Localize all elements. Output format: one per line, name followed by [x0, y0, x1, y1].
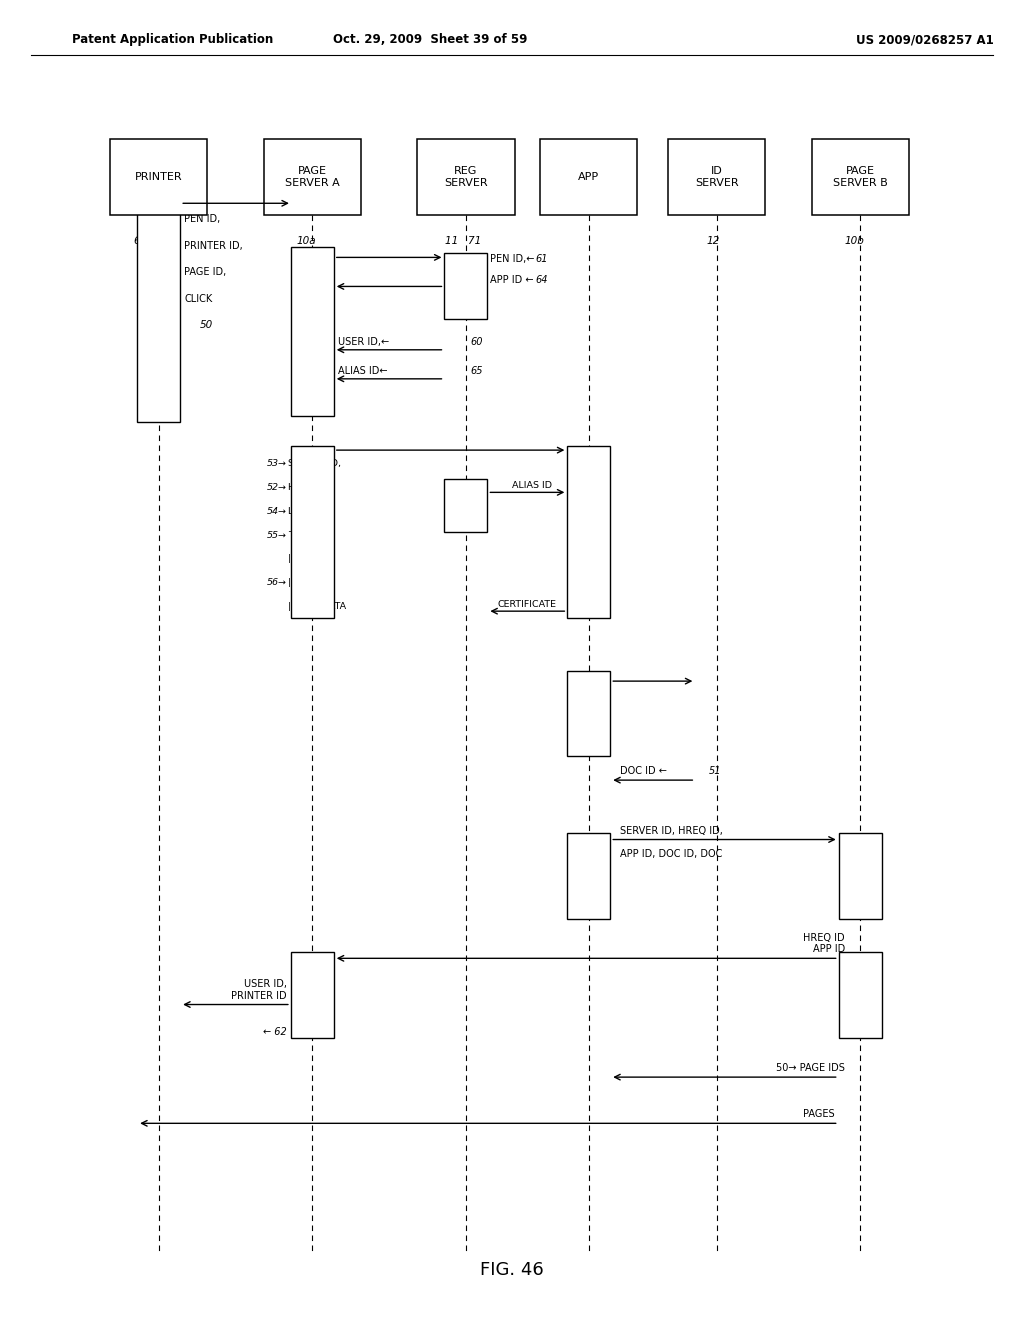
- Text: 50: 50: [200, 319, 213, 330]
- Text: 52→: 52→: [266, 483, 287, 492]
- Text: ALIAS ID←: ALIAS ID←: [338, 366, 387, 376]
- Text: 51: 51: [709, 766, 721, 776]
- Text: APP ID ←: APP ID ←: [490, 275, 534, 285]
- Text: 10a: 10a: [297, 236, 316, 247]
- Bar: [567, 446, 610, 618]
- Bar: [567, 671, 610, 756]
- Text: FIG. 46: FIG. 46: [480, 1261, 544, 1279]
- Bar: [839, 952, 882, 1038]
- Text: PEN ID,: PEN ID,: [184, 214, 220, 224]
- Text: 53→: 53→: [266, 459, 287, 469]
- Text: ID
SERVER: ID SERVER: [695, 166, 738, 187]
- Bar: [291, 952, 334, 1038]
- Text: USER ID,←: USER ID,←: [338, 337, 389, 347]
- Text: REG
SERVER: REG SERVER: [444, 166, 487, 187]
- Text: 10b: 10b: [845, 236, 864, 247]
- Text: LINK ID,: LINK ID,: [288, 507, 325, 516]
- Bar: [668, 139, 765, 215]
- Bar: [111, 139, 207, 215]
- Text: CERTIFICATE: CERTIFICATE: [498, 599, 557, 609]
- Text: APP ID, DOC ID, DOC: APP ID, DOC ID, DOC: [620, 849, 722, 859]
- Bar: [444, 479, 487, 532]
- Text: PAGE ID,: PAGE ID,: [184, 267, 226, 277]
- Text: SERVER ID,: SERVER ID,: [288, 459, 341, 469]
- Bar: [264, 139, 361, 215]
- Text: |FORM DATA: |FORM DATA: [288, 602, 346, 611]
- Text: 64: 64: [536, 275, 548, 285]
- Text: HREQ ID,: HREQ ID,: [288, 483, 331, 492]
- Text: 61: 61: [536, 253, 548, 264]
- Text: PRINTER ID,: PRINTER ID,: [184, 240, 243, 251]
- Text: 60: 60: [470, 337, 482, 347]
- Text: US 2009/0268257 A1: US 2009/0268257 A1: [855, 33, 993, 46]
- Text: PEN ID,←: PEN ID,←: [490, 253, 535, 264]
- Text: 56→: 56→: [266, 578, 287, 587]
- Text: CLICK: CLICK: [184, 293, 213, 304]
- Bar: [418, 139, 515, 215]
- Text: 11   71: 11 71: [445, 236, 481, 247]
- Text: "GET ID": "GET ID": [567, 709, 610, 718]
- Text: |FORM ID,: |FORM ID,: [288, 578, 335, 587]
- Text: SERVER ID, HREQ ID,: SERVER ID, HREQ ID,: [620, 825, 722, 836]
- Text: TRANS ID,: TRANS ID,: [288, 531, 335, 540]
- Bar: [137, 201, 180, 422]
- Text: HREQ ID
APP ID: HREQ ID APP ID: [803, 933, 845, 954]
- Text: 601: 601: [133, 236, 153, 247]
- Text: Patent Application Publication: Patent Application Publication: [72, 33, 273, 46]
- Text: PAGE
SERVER A: PAGE SERVER A: [285, 166, 340, 187]
- Text: PAGE
SERVER B: PAGE SERVER B: [833, 166, 888, 187]
- Bar: [444, 253, 487, 319]
- Text: PAGES: PAGES: [803, 1109, 835, 1119]
- Text: ALIAS ID: ALIAS ID: [512, 480, 553, 490]
- Text: USER ID,
PRINTER ID: USER ID, PRINTER ID: [231, 979, 287, 1001]
- Text: 54→: 54→: [266, 507, 287, 516]
- Bar: [291, 446, 334, 618]
- Bar: [839, 833, 882, 919]
- Text: Oct. 29, 2009  Sheet 39 of 59: Oct. 29, 2009 Sheet 39 of 59: [333, 33, 527, 46]
- Bar: [541, 139, 637, 215]
- Bar: [811, 139, 909, 215]
- Text: ← 62: ← 62: [263, 1027, 287, 1038]
- Text: 55→: 55→: [266, 531, 287, 540]
- Text: 12: 12: [707, 236, 720, 247]
- Bar: [291, 247, 334, 416]
- Text: 50→ PAGE IDS: 50→ PAGE IDS: [776, 1063, 845, 1073]
- Text: |ALIAS ID,: |ALIAS ID,: [288, 554, 334, 564]
- Text: DOC ID ←: DOC ID ←: [620, 766, 667, 776]
- Text: APP: APP: [579, 172, 599, 182]
- Text: 65: 65: [470, 366, 482, 376]
- Text: PRINTER: PRINTER: [135, 172, 182, 182]
- Bar: [567, 833, 610, 919]
